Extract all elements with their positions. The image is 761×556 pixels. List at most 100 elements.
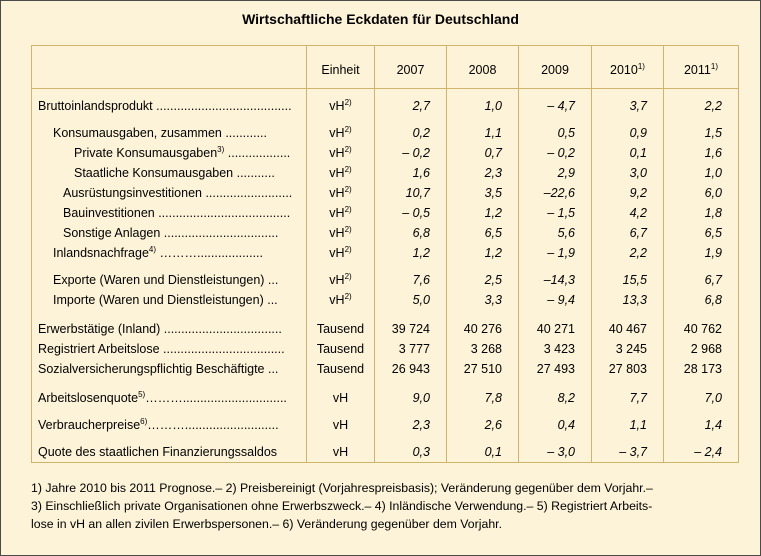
value-cell: 0,1	[629, 146, 647, 160]
footnote-line: 1) Jahre 2010 bis 2011 Prognose.– 2) Pre…	[31, 481, 653, 495]
header-einheit: Einheit	[306, 45, 375, 89]
row-label-verbraucherpreise: Verbraucherpreise6)………..................…	[38, 417, 279, 433]
value-cell: 1,1	[629, 418, 647, 432]
value-cell: 5,0	[412, 293, 430, 307]
row-label-erwerbstaetige: Erwerbstätige (Inland) .................…	[38, 322, 282, 336]
unit-column: vH2) vH2) vH2) vH2) vH2) vH2) vH2) vH2) …	[306, 88, 375, 463]
value-cell: 0,2	[412, 126, 430, 140]
row-label-inlandsnachfrage: Inlandsnachfrage4) ………..................…	[53, 245, 263, 261]
value-cell: 27 493	[536, 362, 575, 376]
value-cell: 9,2	[629, 186, 647, 200]
value-cell: 27 510	[463, 362, 502, 376]
value-cell: 40 276	[463, 322, 502, 336]
unit-cell: vH2)	[329, 205, 352, 221]
value-cell: 13,3	[622, 293, 647, 307]
unit-cell: vH2)	[329, 165, 352, 181]
label-column: Bruttoinlandsprodukt ...................…	[31, 88, 307, 463]
footnote-line: 3) Einschließlich private Organisationen…	[31, 499, 653, 513]
value-cell: 39 724	[391, 322, 430, 336]
value-cell: – 1,9	[547, 246, 575, 260]
row-label-arbeitslosenquote: Arbeitslosenquote5)………..................…	[38, 390, 287, 406]
footnote-line: lose in vH an allen zivilen Erwerbsperso…	[31, 517, 502, 531]
value-cell: 6,7	[629, 226, 647, 240]
value-cell: 3,7	[629, 99, 647, 113]
header-label-column	[31, 45, 307, 89]
value-cell: 1,0	[704, 166, 722, 180]
value-cell: 1,2	[484, 206, 502, 220]
values-2009-column: – 4,7 0,5 – 0,2 2,9 –22,6 – 1,5 5,6 – 1,…	[518, 88, 592, 463]
value-cell: 27 803	[608, 362, 647, 376]
value-cell: 1,9	[704, 246, 722, 260]
unit-cell: vH2)	[329, 125, 352, 141]
unit-cell: vH2)	[329, 185, 352, 201]
value-cell: 6,8	[412, 226, 430, 240]
economic-data-table: Einheit 2007 2008 2009 20101) 20111) Bru…	[31, 45, 739, 463]
page-title: Wirtschaftliche Eckdaten für Deutschland	[242, 11, 519, 27]
value-cell: – 3,7	[619, 445, 647, 459]
value-cell: 9,0	[412, 391, 430, 405]
unit-cell: vH	[332, 391, 349, 405]
value-cell: 1,0	[484, 99, 502, 113]
values-2007-column: 2,7 0,2 – 0,2 1,6 10,7 – 0,5 6,8 1,2 7,6…	[374, 88, 447, 463]
value-cell: 2,5	[484, 273, 502, 287]
row-label-arbeitslose: Registriert Arbeitslose ................…	[38, 342, 285, 356]
value-cell: 6,5	[484, 226, 502, 240]
value-cell: 3,5	[484, 186, 502, 200]
values-2008-column: 1,0 1,1 0,7 2,3 3,5 1,2 6,5 1,2 2,5 3,3 …	[446, 88, 519, 463]
row-label-bau: Bauinvestitionen .......................…	[63, 206, 291, 220]
value-cell: 3 245	[615, 342, 647, 356]
row-label-bip: Bruttoinlandsprodukt ...................…	[38, 99, 292, 113]
value-cell: 2,3	[412, 418, 430, 432]
value-cell: –22,6	[543, 186, 575, 200]
unit-cell: vH2)	[329, 245, 352, 261]
value-cell: 7,6	[412, 273, 430, 287]
value-cell: 28 173	[683, 362, 722, 376]
value-cell: 1,5	[704, 126, 722, 140]
value-cell: 2,2	[704, 99, 722, 113]
value-cell: 2,6	[484, 418, 502, 432]
value-cell: 3,0	[629, 166, 647, 180]
value-cell: – 3,0	[547, 445, 575, 459]
row-label-staatliche-konsum: Staatliche Konsumausgaben ...........	[74, 166, 275, 180]
value-cell: – 4,7	[547, 99, 575, 113]
unit-cell: vH2)	[329, 272, 352, 288]
unit-cell: vH	[332, 445, 349, 459]
value-cell: 26 943	[391, 362, 430, 376]
value-cell: 2,9	[557, 166, 575, 180]
value-cell: 6,8	[704, 293, 722, 307]
value-cell: 8,2	[557, 391, 575, 405]
value-cell: 1,2	[412, 246, 430, 260]
value-cell: 6,0	[704, 186, 722, 200]
value-cell: 1,6	[704, 146, 722, 160]
row-label-importe: Importe (Waren und Dienstleistungen) ...	[53, 293, 278, 307]
header-year-2007: 2007	[374, 45, 447, 89]
value-cell: – 0,2	[547, 146, 575, 160]
unit-cell: vH2)	[329, 292, 352, 308]
value-cell: 3 423	[543, 342, 575, 356]
value-cell: –14,3	[543, 273, 575, 287]
value-cell: 0,7	[484, 146, 502, 160]
unit-cell: Tausend	[316, 342, 365, 356]
value-cell: 7,0	[704, 391, 722, 405]
value-cell: 40 467	[608, 322, 647, 336]
value-cell: 40 762	[683, 322, 722, 336]
header-year-2009: 2009	[518, 45, 592, 89]
unit-cell: vH2)	[329, 98, 352, 114]
value-cell: 3,3	[484, 293, 502, 307]
value-cell: 2,7	[412, 99, 430, 113]
value-cell: 3 268	[470, 342, 502, 356]
value-cell: 4,2	[629, 206, 647, 220]
value-cell: 10,7	[405, 186, 430, 200]
header-year-2010: 20101)	[591, 45, 664, 89]
row-label-ausruestung: Ausrüstungsinvestitionen ...............…	[63, 186, 293, 200]
value-cell: 2 968	[690, 342, 722, 356]
row-label-konsum: Konsumausgaben, zusammen ............	[53, 126, 267, 140]
value-cell: – 2,4	[694, 445, 722, 459]
value-cell: 7,7	[629, 391, 647, 405]
row-label-sonstige-anlagen: Sonstige Anlagen .......................…	[63, 226, 279, 240]
value-cell: 1,4	[704, 418, 722, 432]
value-cell: 6,5	[704, 226, 722, 240]
table-header-row: Einheit 2007 2008 2009 20101) 20111)	[31, 45, 739, 89]
value-cell: 40 271	[536, 322, 575, 336]
